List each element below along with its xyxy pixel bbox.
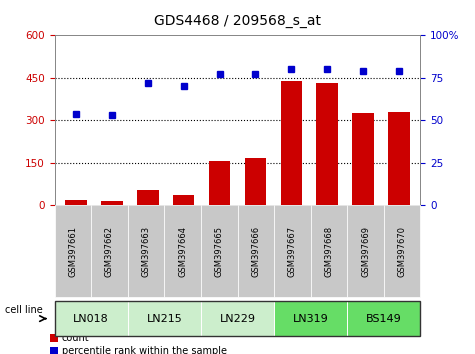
Text: cell line: cell line [5,305,42,315]
Text: LN215: LN215 [146,314,182,324]
Text: GSM397664: GSM397664 [178,226,187,277]
Bar [352,113,374,205]
Bar [137,190,159,205]
Bar [281,81,302,205]
Bar [173,195,194,205]
Text: LN229: LN229 [219,314,256,324]
Text: GSM397668: GSM397668 [324,226,333,277]
Text: GSM397666: GSM397666 [251,226,260,277]
Bar [209,161,230,205]
Text: GSM397663: GSM397663 [142,226,151,277]
Bar [316,83,338,205]
Text: GSM397662: GSM397662 [105,226,114,277]
Legend: count, percentile rank within the sample: count, percentile rank within the sample [50,333,227,354]
Text: GSM397661: GSM397661 [68,226,77,277]
Text: GSM397669: GSM397669 [361,226,370,277]
Bar [245,158,266,205]
Text: GSM397665: GSM397665 [215,226,224,277]
Text: GSM397667: GSM397667 [288,226,297,277]
Bar [388,113,409,205]
Text: GSM397670: GSM397670 [398,226,407,277]
Bar [101,201,123,205]
Bar [66,200,87,205]
Text: BS149: BS149 [366,314,402,324]
Text: LN018: LN018 [73,314,109,324]
Text: GDS4468 / 209568_s_at: GDS4468 / 209568_s_at [154,14,321,28]
Text: LN319: LN319 [293,314,329,324]
